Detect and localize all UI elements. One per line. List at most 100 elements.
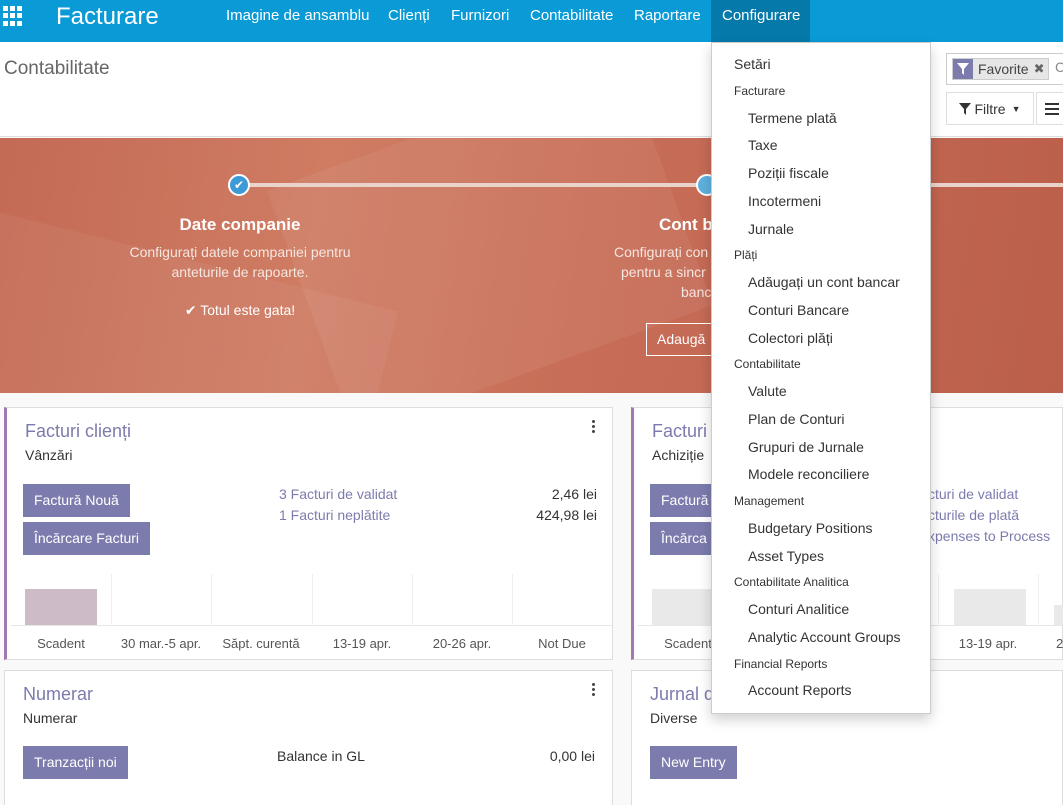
menu-journal-groups[interactable]: Grupuri de Jurnale [748,439,864,455]
menu-header-analytic: Contabilitate Analitica [734,575,849,589]
search-input-text[interactable]: C [1055,59,1063,75]
menu-settings[interactable]: Setări [734,56,771,72]
upload-invoices-button[interactable]: Încărcare Facturi [23,522,151,555]
expenses-to-process-link[interactable]: xpenses to Process [928,528,1051,544]
menu-header-payments: Plăți [734,248,758,262]
app-brand[interactable]: Facturare [56,3,159,30]
nav-reporting[interactable]: Raportare [634,7,701,24]
progress-line [240,183,1063,187]
new-invoice-button[interactable]: Factură Nouă [23,484,130,517]
close-icon[interactable]: ✖ [1033,61,1045,76]
graph-bar[interactable] [954,589,1026,625]
menu-asset-types[interactable]: Asset Types [748,548,825,564]
card-title[interactable]: Facturi f [652,421,718,441]
menu-payment-terms[interactable]: Termene plată [748,110,837,126]
search-box[interactable]: Favorite ✖ C [946,53,1063,85]
configuration-dropdown: Setări Facturare Termene plată Taxe Pozi… [711,42,931,714]
axis-label: 13-19 apr. [958,636,1018,651]
graph-divider [312,574,313,626]
menu-header-financial-reports: Financial Reports [734,657,828,671]
axis-label: Săpt. curentă [222,636,300,651]
page-title: Contabilitate [4,58,110,79]
card-title[interactable]: Numerar [23,684,94,704]
unpaid-invoices-link[interactable]: 1 Facturi neplătite [279,507,391,523]
card-title[interactable]: Jurnal d [650,684,715,704]
card-subtitle: Diverse [650,710,698,726]
menu-chart-of-accounts[interactable]: Plan de Conturi [748,411,845,427]
axis-label: Scadent [664,636,712,651]
group-by-button[interactable] [1036,92,1063,125]
menu-incoterms[interactable]: Incotermeni [748,193,822,209]
graph-divider [512,574,513,626]
card-title[interactable]: Facturi clienți [25,421,132,441]
bills-to-validate-link[interactable]: cturi de validat [928,486,1019,502]
axis-label: Not Due [538,636,586,651]
graph-bar[interactable] [1054,605,1063,625]
upload-bills-button[interactable]: Încărca [650,522,718,555]
kebab-menu-icon[interactable] [592,683,596,697]
filter-icon [953,59,973,79]
nav-vendors[interactable]: Furnizori [451,7,510,24]
done-label: Totul este gata! [200,302,296,318]
axis-label: 2 [1056,636,1063,651]
sales-journal-card: Facturi clienți Vânzări Factură Nouă Înc… [4,407,613,660]
filter-icon [959,102,972,115]
menu-taxes[interactable]: Taxe [748,137,778,153]
check-icon: ✔ [184,302,197,318]
step-bank-title[interactable]: Cont b [659,215,713,234]
step-company-desc-2: anteturile de rapoarte. [171,264,309,280]
kebab-menu-icon[interactable] [592,420,596,434]
graph-bar-overdue[interactable] [25,589,97,625]
step-company-title[interactable]: Date companie [179,215,301,234]
new-transactions-button[interactable]: Tranzacții noi [23,746,128,779]
menu-bank-accounts[interactable]: Conturi Bancare [748,302,850,318]
graph-divider [938,574,939,626]
step-bank-desc-1: Configurați con [614,244,709,260]
nav-customers[interactable]: Clienți [388,7,430,24]
menu-header-invoicing: Facturare [734,84,786,98]
facet-label: Favorite [978,61,1029,77]
step-company-desc-1: Configurați datele companiei pentru [129,244,351,260]
nav-overview[interactable]: Imagine de ansamblu [226,7,370,24]
cash-journal-card: Numerar Numerar Tranzacții noi Balance i… [4,670,613,805]
axis-label: 13-19 apr. [332,636,392,651]
bills-to-pay-link[interactable]: cturile de plată [928,507,1020,523]
menu-journals[interactable]: Jurnale [748,221,794,237]
balance-label: Balance in GL [277,748,365,764]
invoices-to-validate-link[interactable]: 3 Facturi de validat [279,486,398,502]
axis-label: 30 mar.-5 apr. [120,636,202,651]
graph-divider [412,574,413,626]
amount-to-validate: 2,46 lei [551,486,597,502]
menu-add-bank-account[interactable]: Adăugați un cont bancar [748,274,900,290]
menu-analytic-accounts[interactable]: Conturi Analitice [748,601,850,617]
menu-header-management: Management [734,494,805,508]
menu-account-reports[interactable]: Account Reports [748,682,852,698]
filters-button[interactable]: Filtre ▼ [946,92,1034,125]
menu-analytic-account-groups[interactable]: Analytic Account Groups [748,629,901,645]
menu-reconciliation-models[interactable]: Modele reconciliere [748,466,870,482]
amount-unpaid: 424,98 lei [536,507,597,523]
menu-currencies[interactable]: Valute [748,383,787,399]
menu-fiscal-positions[interactable]: Poziții fiscale [748,165,829,181]
aging-graph [11,574,612,626]
card-subtitle: Vânzări [25,447,73,463]
graph-divider [111,574,112,626]
balance-amount: 0,00 lei [549,748,595,764]
step-company-done: ✔ Totul este gata! [140,302,340,319]
search-facet[interactable]: Favorite ✖ [952,58,1050,80]
menu-payment-acquirers[interactable]: Colectori plăți [748,330,833,346]
top-navbar: Facturare Imagine de ansamblu Clienți Fu… [0,0,1063,42]
menu-header-accounting: Contabilitate [734,357,801,371]
axis-label: Scadent [37,636,85,651]
nav-configuration[interactable]: Configurare [711,0,810,42]
nav-accounting[interactable]: Contabilitate [530,7,614,24]
apps-grid-icon[interactable] [3,6,23,26]
new-entry-button[interactable]: New Entry [650,746,737,779]
menu-budgetary-positions[interactable]: Budgetary Positions [748,520,873,536]
caret-down-icon: ▼ [1011,103,1021,114]
step-done-dot: ✔ [228,174,250,196]
axis-label: 20-26 apr. [432,636,492,651]
card-subtitle: Numerar [23,710,78,726]
list-icon [1045,102,1059,115]
new-bill-button[interactable]: Factură [650,484,720,517]
